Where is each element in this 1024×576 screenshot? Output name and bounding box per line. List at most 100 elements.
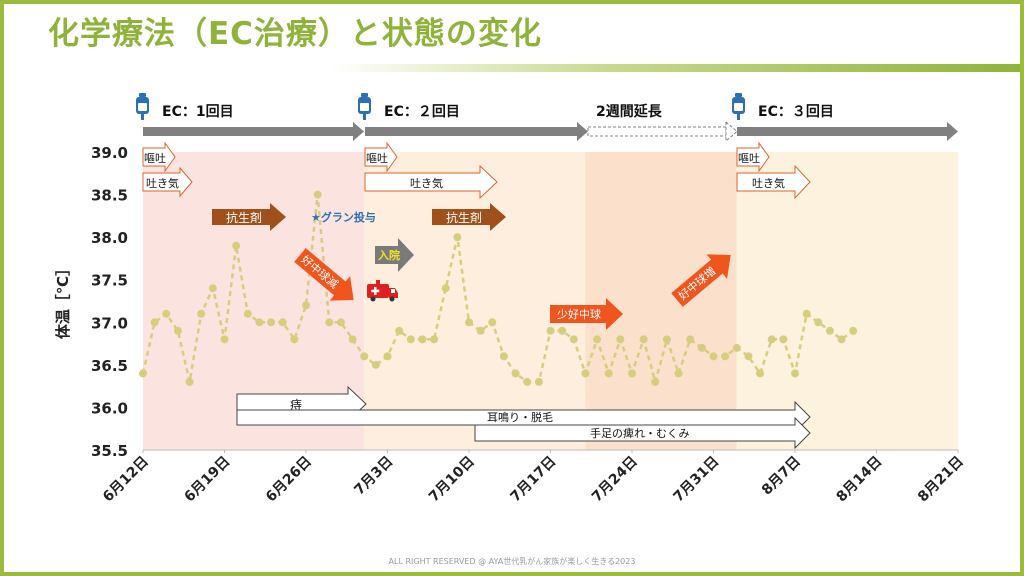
data-point	[476, 326, 485, 335]
x-axis: 6月12日 6月19日 6月26日 7月3日 7月10日 7月17日 7月24日 7月31日 8…	[100, 450, 967, 505]
y-axis: 39.0 38.5 38.0 37.5 37.0 36.5 36.0 35.5	[91, 144, 128, 460]
ambulance-icon	[367, 280, 398, 302]
data-point	[348, 335, 357, 344]
data-point	[360, 352, 369, 361]
data-point	[674, 369, 683, 378]
symptom-arrows: 嘔吐 吐き気 嘔吐 吐き気 嘔吐 吐き気 痔 耳鳴り・脱毛	[142, 141, 811, 450]
data-point	[336, 318, 345, 327]
iv-bag-icon	[358, 93, 371, 120]
vomit-arrow-2: 嘔吐	[364, 141, 398, 173]
vomit-label-2: 嘔吐	[366, 152, 388, 165]
data-point	[849, 326, 858, 335]
data-point	[628, 369, 636, 378]
data-point	[779, 335, 788, 344]
gran-label: ★グラン投与	[311, 210, 376, 224]
hemorrhoid-label: 痔	[290, 397, 302, 412]
data-point	[802, 309, 811, 318]
admission-arrow: 入院	[375, 238, 414, 272]
data-point	[267, 318, 276, 327]
y-tick-label: 38.0	[91, 229, 128, 247]
data-point	[302, 301, 310, 310]
x-tick-label: 7月31日	[671, 454, 723, 506]
antibiotic-arrow-1: 抗生剤	[212, 203, 286, 231]
numbness-arrow: 手足の痺れ・むくみ	[474, 416, 811, 450]
nausea-arrow-1: 吐き気	[142, 166, 193, 198]
nausea-label-3: 吐き気	[752, 176, 785, 190]
data-point	[791, 369, 799, 378]
data-point	[162, 309, 171, 318]
data-point	[511, 369, 520, 378]
data-point	[465, 318, 473, 327]
data-point	[709, 352, 718, 361]
y-tick-label: 37.5	[91, 272, 128, 290]
data-point	[441, 284, 450, 293]
antibiotic-label-2: 抗生剤	[446, 210, 482, 225]
x-tick-label: 6月12日	[100, 454, 152, 506]
treatment-timeline: EC：1回目 EC：２回目 2週間延長 EC：３回目	[136, 93, 958, 143]
y-tick-label: 35.5	[91, 442, 128, 460]
data-point	[721, 352, 730, 361]
vomit-label-3: 嘔吐	[738, 152, 760, 165]
data-point	[604, 369, 613, 378]
treatment-label-2: EC：２回目	[384, 104, 460, 120]
data-point	[208, 284, 217, 293]
data-point	[534, 377, 543, 386]
data-point	[395, 326, 404, 335]
data-point	[651, 377, 660, 386]
iv-bag-icon	[732, 93, 745, 120]
iv-bag-icon	[136, 93, 149, 120]
data-point	[616, 335, 625, 344]
antibiotic-arrow-2: 抗生剤	[432, 203, 506, 231]
data-point	[837, 335, 846, 344]
timeline-arrow-1	[143, 122, 364, 141]
tinnitus-hair-label: 耳鳴り・脱毛	[487, 410, 553, 424]
nausea-arrow-2: 吐き気	[364, 164, 498, 200]
data-point	[290, 335, 299, 344]
data-point	[383, 352, 392, 361]
nausea-arrow-3: 吐き気	[736, 164, 811, 200]
data-point	[220, 335, 229, 344]
treatment-label-1: EC：1回目	[162, 104, 234, 120]
data-point	[825, 326, 834, 335]
data-point	[662, 335, 671, 344]
antibiotic-label-1: 抗生剤	[226, 210, 262, 225]
numbness-label: 手足の痺れ・むくみ	[590, 426, 689, 440]
footer-copyright: ALL RIGHT RESERVED @ AYA世代乳がん家族が楽しく生きる20…	[388, 557, 636, 566]
nausea-label-1: 吐き気	[146, 176, 179, 190]
data-point	[639, 335, 648, 344]
x-tick-label: 7月24日	[589, 454, 641, 506]
phase-band-2	[364, 152, 586, 450]
data-point	[243, 309, 252, 318]
y-tick-label: 38.5	[91, 187, 128, 205]
wbc-low-arrow: 少好中球	[550, 298, 623, 330]
x-tick-label: 6月26日	[263, 454, 315, 506]
data-point	[558, 326, 567, 335]
phase-band-4	[736, 152, 958, 450]
y-tick-label: 36.0	[91, 399, 128, 417]
data-point	[569, 335, 578, 344]
data-point	[697, 343, 706, 352]
data-point	[371, 360, 380, 369]
nausea-label-2: 吐き気	[410, 176, 443, 190]
vomit-arrow-1: 嘔吐	[142, 141, 176, 173]
data-point	[581, 369, 590, 378]
data-point	[150, 318, 159, 327]
data-point	[546, 326, 555, 335]
data-point	[686, 335, 695, 344]
vomit-label-1: 嘔吐	[144, 152, 166, 165]
data-point	[593, 335, 602, 344]
data-point	[499, 352, 508, 361]
phase-backgrounds	[143, 152, 958, 450]
x-tick-label: 6月19日	[182, 454, 234, 506]
data-point	[197, 309, 206, 318]
data-point	[173, 326, 182, 335]
y-tick-label: 37.0	[91, 314, 128, 332]
data-point	[453, 233, 462, 242]
x-tick-label: 7月17日	[508, 454, 560, 506]
data-point	[325, 318, 334, 327]
y-axis-label: 体温［℃］	[54, 261, 72, 339]
data-point	[418, 335, 427, 344]
title-underline	[330, 64, 1020, 72]
x-tick-label: 8月21日	[915, 454, 967, 506]
